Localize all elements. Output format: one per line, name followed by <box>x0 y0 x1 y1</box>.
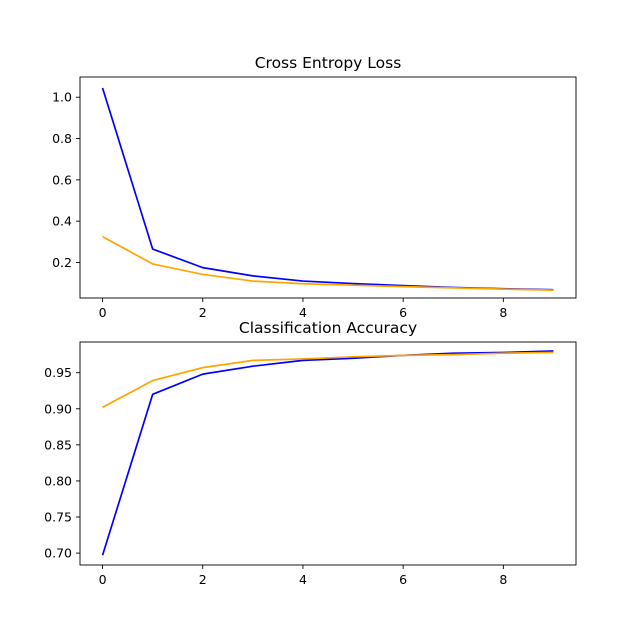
accuracy-ytick-label: 0.70 <box>44 546 72 561</box>
loss-series-1-line <box>102 235 554 291</box>
loss-ytick-label: 0.4 <box>52 214 72 229</box>
loss-plot: Cross Entropy Loss 0 2 4 6 8 0.2 0.4 0.6 0.8 1.0 <box>52 54 577 320</box>
loss-title: Cross Entropy Loss <box>255 54 402 72</box>
loss-axes-frame <box>79 76 577 299</box>
accuracy-ytick-label: 0.80 <box>44 473 72 488</box>
loss-xtick-label: 8 <box>499 305 507 320</box>
accuracy-ytick-label: 0.75 <box>44 510 72 525</box>
loss-ytick-label: 0.8 <box>52 131 72 146</box>
loss-ytick-label: 0.2 <box>52 255 72 270</box>
loss-xtick-label: 0 <box>99 305 107 320</box>
accuracy-ytick-label: 0.85 <box>44 437 72 452</box>
loss-ytick-label: 0.6 <box>52 172 72 187</box>
loss-xtick-label: 4 <box>299 305 307 320</box>
accuracy-xtick-label: 2 <box>199 572 207 587</box>
accuracy-ytick-label: 0.90 <box>44 401 72 416</box>
accuracy-xtick-label: 8 <box>499 572 507 587</box>
accuracy-series-0-line <box>101 350 554 556</box>
accuracy-axes-frame <box>79 341 577 566</box>
loss-series-0-line <box>101 87 554 291</box>
accuracy-plot: Classification Accuracy 0 2 4 6 8 0.70 0.75 0.80… <box>44 319 577 587</box>
loss-xtick-label: 6 <box>399 305 407 320</box>
loss-xtick-label: 2 <box>199 305 207 320</box>
accuracy-xtick-label: 4 <box>299 572 307 587</box>
accuracy-title: Classification Accuracy <box>239 319 417 337</box>
accuracy-series-1-line <box>102 351 554 409</box>
accuracy-xtick-label: 0 <box>99 572 107 587</box>
loss-ytick-label: 1.0 <box>52 90 72 105</box>
accuracy-ytick-label: 0.95 <box>44 365 72 380</box>
accuracy-xtick-label: 6 <box>399 572 407 587</box>
